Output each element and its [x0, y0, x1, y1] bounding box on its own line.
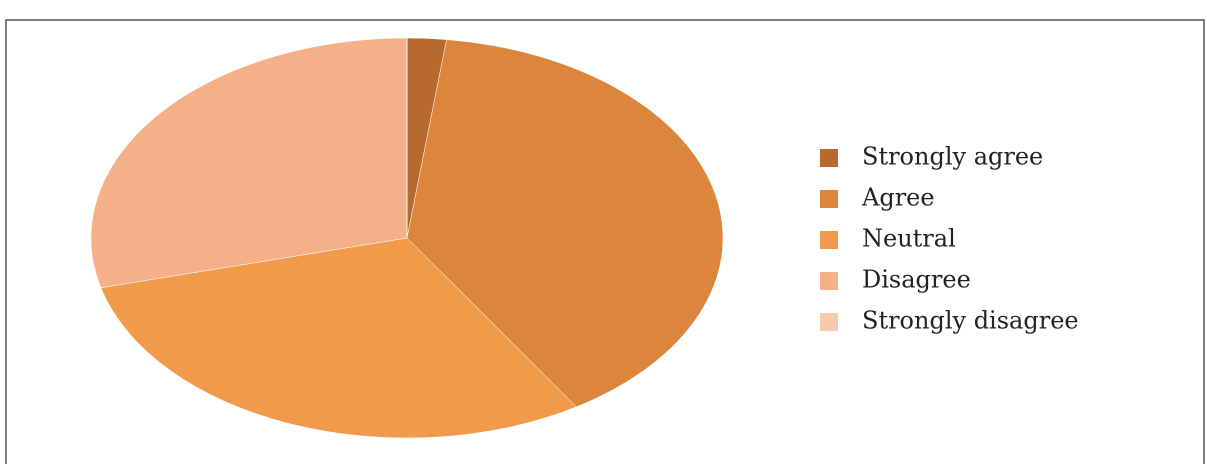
- legend-swatch: [820, 231, 838, 249]
- legend-swatch: [820, 313, 838, 331]
- legend-label: Neutral: [862, 225, 956, 253]
- legend: Strongly agree Agree Neutral Disagree Strong…: [820, 143, 1079, 335]
- legend-swatch: [820, 272, 838, 290]
- legend-label: Strongly agree: [862, 143, 1043, 171]
- legend-swatch: [820, 190, 838, 208]
- pie: [90, 37, 724, 439]
- legend-swatch: [820, 149, 838, 167]
- legend-label: Agree: [861, 184, 935, 212]
- legend-label: Disagree: [862, 266, 971, 294]
- legend-label: Strongly disagree: [862, 307, 1079, 335]
- pie-slice: [406, 39, 724, 408]
- pie-slice: [90, 37, 408, 289]
- pie-slice: [100, 237, 577, 439]
